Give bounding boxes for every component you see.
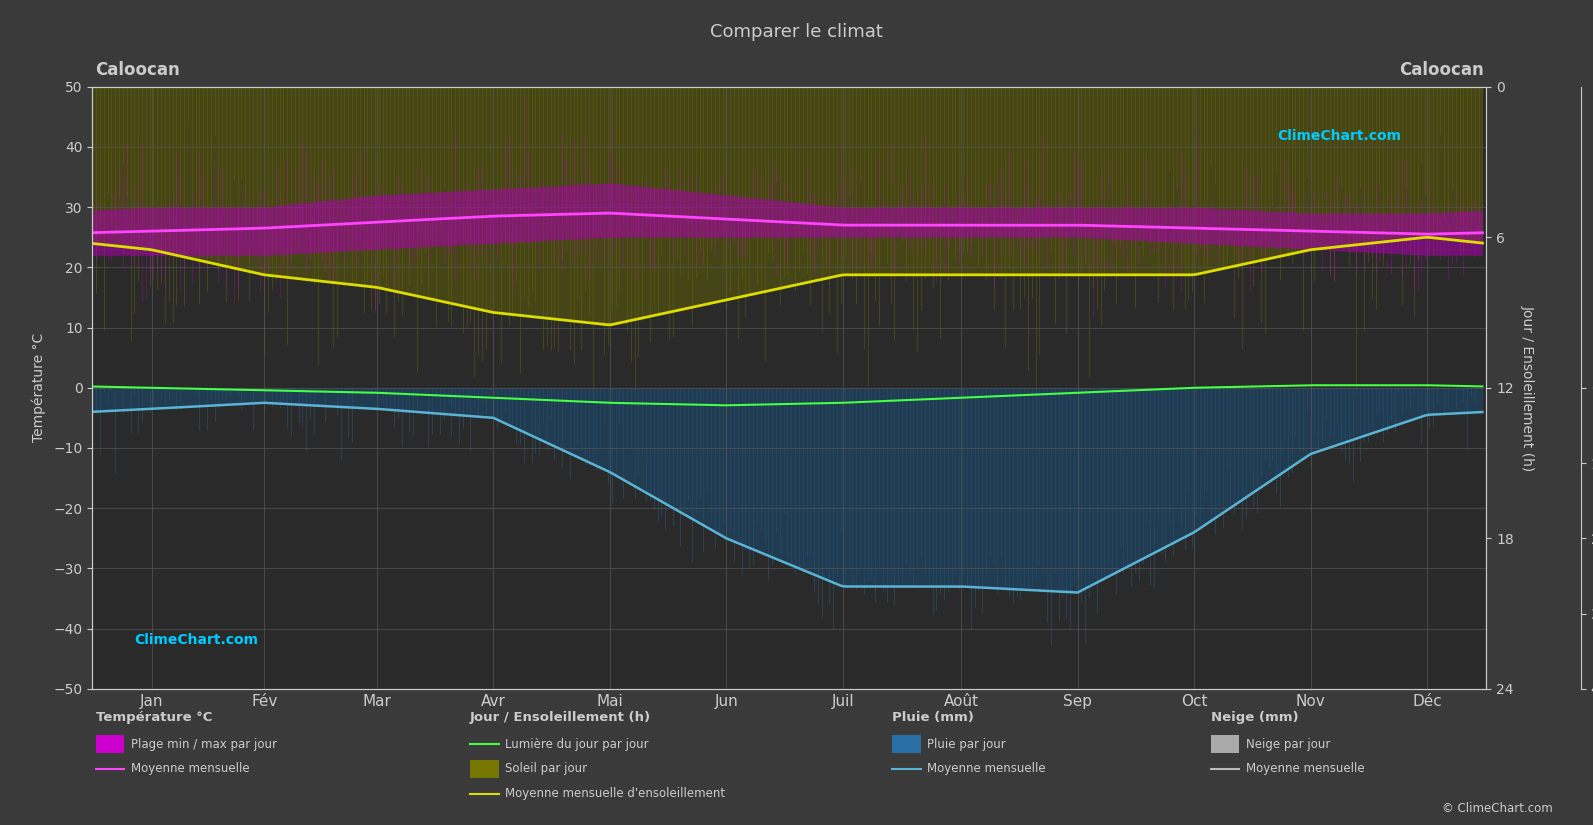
Text: Neige (mm): Neige (mm) xyxy=(1211,711,1298,724)
Y-axis label: Température °C: Température °C xyxy=(32,333,46,442)
Text: Moyenne mensuelle: Moyenne mensuelle xyxy=(927,762,1045,776)
Text: © ClimeChart.com: © ClimeChart.com xyxy=(1442,802,1553,815)
Text: Pluie par jour: Pluie par jour xyxy=(927,738,1005,751)
Text: Lumière du jour par jour: Lumière du jour par jour xyxy=(505,738,648,751)
Text: Jour / Ensoleillement (h): Jour / Ensoleillement (h) xyxy=(470,711,652,724)
Text: ClimeChart.com: ClimeChart.com xyxy=(1278,129,1402,143)
Y-axis label: Jour / Ensoleillement (h): Jour / Ensoleillement (h) xyxy=(1521,304,1534,471)
Text: Moyenne mensuelle d'ensoleillement: Moyenne mensuelle d'ensoleillement xyxy=(505,787,725,800)
Text: Neige par jour: Neige par jour xyxy=(1246,738,1330,751)
Text: Pluie (mm): Pluie (mm) xyxy=(892,711,973,724)
Text: Température °C: Température °C xyxy=(96,711,212,724)
Text: Caloocan: Caloocan xyxy=(96,61,180,79)
Text: Moyenne mensuelle: Moyenne mensuelle xyxy=(1246,762,1364,776)
Text: Comparer le climat: Comparer le climat xyxy=(710,23,883,41)
Text: ClimeChart.com: ClimeChart.com xyxy=(134,633,258,647)
Text: Caloocan: Caloocan xyxy=(1399,61,1483,79)
Text: Plage min / max par jour: Plage min / max par jour xyxy=(131,738,277,751)
Text: Soleil par jour: Soleil par jour xyxy=(505,762,588,776)
Text: Moyenne mensuelle: Moyenne mensuelle xyxy=(131,762,249,776)
